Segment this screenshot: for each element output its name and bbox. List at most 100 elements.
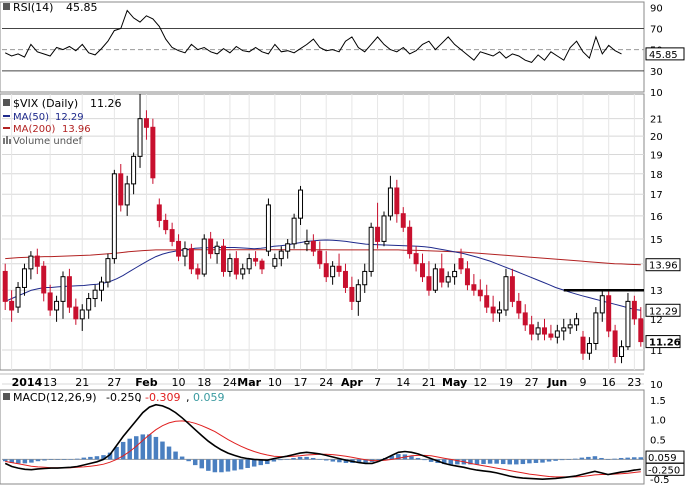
x-axis-label: 10 [268,376,282,389]
macd-hist-bar [553,459,558,461]
candle-body [439,268,445,283]
price-right-tag: 12.29 [649,306,678,317]
macd-hist-bar [546,459,552,462]
candle-body [105,258,111,283]
macd-hist-bar [61,459,67,460]
macd-hist-bar [225,459,231,472]
candle-body [407,226,413,255]
x-axis-label: Mar [237,376,261,389]
macd-hist-bar [487,459,493,464]
candle-body [336,265,342,272]
macd-hist-bar [297,456,303,460]
x-axis-label: 21 [422,376,436,389]
macd-hist-bar [481,459,486,465]
candle-body [394,187,400,215]
candle-body [606,295,612,332]
candle-body [522,312,528,326]
macd-right-tag: -0.250 [648,465,680,476]
macd-tick-label: 1.0 [650,416,666,427]
rsi-tick-label: 30 [650,67,663,78]
macd-hist-bar [304,456,309,460]
macd-hist-bar [356,459,362,463]
candle-body [131,155,137,185]
candle-body [464,268,470,286]
candle-body [317,250,323,265]
macd-hist-bar [566,459,571,460]
macd-hist-bar [212,459,218,473]
candle-body [490,306,496,314]
macd-hist-bar [520,459,526,465]
macd-hist-bar [206,459,211,471]
candle-body [387,187,393,217]
candle-body [535,327,541,335]
macd-hist-bar [68,459,73,460]
macd-hist-bar [330,459,336,462]
rsi-tick-label: 70 [650,24,663,35]
macd-hist-bar [22,459,28,464]
candle-body [227,258,233,272]
candle-body [593,312,599,344]
price-tick-label: 10 [650,380,663,391]
macd-frame [0,389,645,485]
candle-body [99,281,105,291]
x-axis-label: Feb [135,376,158,389]
macd-hist-bar [284,459,290,460]
candle-body [28,255,34,270]
x-axis-label: 24 [319,376,333,389]
rsi-legend-label: RSI(14) [13,1,53,14]
macd-hist-bar [363,459,368,463]
macd-hist-bar [422,459,427,461]
price-tick-label: 21 [650,115,663,126]
candle-body [143,118,149,128]
candle-body [246,258,252,270]
x-axis-label: 27 [107,376,121,389]
candle-body [541,327,547,335]
price-right-tag-box [645,258,681,272]
macd-hist-bar [507,459,512,465]
macd-hist-bar [474,459,480,465]
candle-body [381,215,387,242]
macd-hist-bar [134,436,139,460]
candle-body [9,300,15,311]
macd-hist-bar [29,459,34,463]
macd-hist-bar [612,458,617,460]
macd-hist-bar [166,446,172,460]
candle-body [310,240,316,252]
macd-hist-bar [2,459,8,462]
ma200-legend-value: 13.96 [62,124,91,135]
macd-hist-bar [625,457,630,460]
candle-body [54,300,60,311]
volume-legend-icon [3,136,11,144]
macd-hist-bar [127,438,132,460]
candle-body [137,118,143,157]
x-axis-label: 17 [294,376,308,389]
candle-body [413,253,419,265]
candle-body [497,309,503,314]
macd-hist-bar [199,459,205,469]
macd-legend: MACD(12,26,9) -0.250 , -0.309 , 0.059 [3,391,225,404]
candle-body [214,245,220,255]
candle-body [240,268,246,275]
x-axis-label: 23 [627,376,641,389]
macd-legend-hist: 0.059 [193,391,225,404]
candle-body [169,229,175,242]
macd-hist-bar [324,459,329,461]
x-axis-label: 2014 [12,376,43,389]
ma200-line [5,249,641,266]
candle-body [278,250,284,260]
candle-body [330,265,336,278]
x-axis-label: 7 [374,376,381,389]
candle-body [291,217,297,245]
candle-body [233,258,239,275]
candle-body [625,300,631,348]
candle-body [368,226,374,272]
ma50-legend-label: MA(50) [13,112,49,123]
macd-hist-bar [35,459,41,462]
price-tick-label: 20 [650,132,663,143]
price-tick-label: 18 [650,170,663,181]
candle-body [41,265,47,294]
macd-tick-label: -0.5 [650,475,670,486]
macd-hist-bar [160,441,165,460]
macd-hist-bar [192,459,198,466]
candle-body [599,295,605,314]
